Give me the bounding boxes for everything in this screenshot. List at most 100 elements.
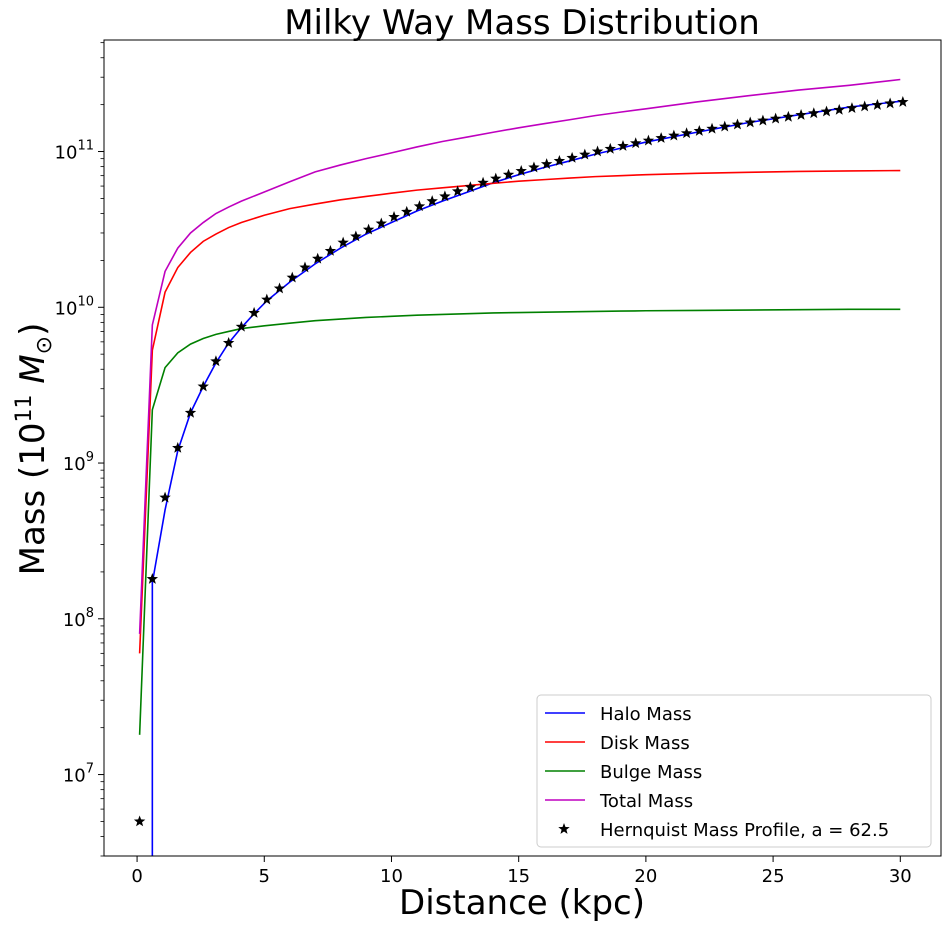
y-axis-ticks: 107 108 109 1010 1011 bbox=[55, 42, 104, 857]
hernquist-mass-profile-a-62-5-point bbox=[553, 154, 566, 166]
hernquist-mass-profile-a-62-5-point bbox=[579, 148, 591, 160]
legend-swatch-hernquist-mass-profile-a-62-5 bbox=[558, 823, 570, 834]
x-tick-label: 5 bbox=[259, 866, 270, 887]
hernquist-mass-profile-a-62-5-point bbox=[757, 114, 769, 126]
disk-mass-line bbox=[138, 169, 901, 654]
x-tick-label: 20 bbox=[634, 866, 657, 887]
hernquist-mass-profile-a-62-5-point bbox=[642, 134, 655, 146]
hernquist-mass-profile-a-62-5-point bbox=[184, 406, 197, 418]
chart-title: Milky Way Mass Distribution bbox=[284, 3, 760, 43]
hernquist-mass-profile-a-62-5-point bbox=[299, 261, 311, 273]
hernquist-mass-profile-a-62-5-point bbox=[337, 236, 349, 248]
hernquist-mass-profile-a-62-5-point bbox=[769, 112, 782, 124]
hernquist-mass-profile-a-62-5-point bbox=[846, 102, 858, 113]
y-tick-label: 1011 bbox=[55, 139, 94, 164]
hernquist-mass-profile-a-62-5-point bbox=[706, 122, 718, 134]
hernquist-mass-profile-a-62-5-point bbox=[540, 158, 553, 169]
hernquist-mass-profile-a-62-5-point bbox=[362, 223, 375, 235]
hernquist-mass-profile-a-62-5-point bbox=[655, 132, 667, 143]
y-axis-label: Mass (1011 M⊙) bbox=[12, 323, 57, 576]
plot-frame bbox=[103, 39, 942, 857]
hernquist-mass-profile-a-62-5-point bbox=[528, 161, 540, 173]
y-axis-label-space bbox=[13, 384, 53, 395]
hernquist-mass-profile-a-62-5-point bbox=[464, 181, 477, 193]
hernquist-mass-profile-a-62-5-point bbox=[897, 95, 909, 107]
legend-label-halo-mass: Halo Mass bbox=[600, 704, 692, 725]
y-axis-label-subscript: ⊙ bbox=[32, 336, 57, 354]
hernquist-mass-profile-a-62-5-point bbox=[133, 815, 146, 827]
hernquist-mass-profile-a-62-5-point bbox=[401, 205, 413, 217]
x-tick-label: 15 bbox=[507, 866, 530, 887]
hernquist-mass-profile-a-62-5-point bbox=[426, 195, 438, 207]
hernquist-mass-profile-a-62-5-point bbox=[375, 217, 388, 229]
x-tick-label: 30 bbox=[889, 866, 912, 887]
hernquist-mass-profile-a-62-5-point bbox=[146, 573, 159, 584]
hernquist-mass-profile-a-62-5-point bbox=[871, 98, 884, 110]
hernquist-mass-profile-a-62-5-point bbox=[490, 172, 502, 184]
legend-label-total-mass: Total Mass bbox=[599, 791, 693, 812]
svg-text:Mass (1011 M⊙): Mass (1011 M⊙) bbox=[12, 323, 57, 576]
hernquist-mass-profile-a-62-5-point bbox=[833, 103, 845, 115]
hernquist-mass-profile-a-62-5-point bbox=[680, 127, 693, 139]
plot-markers-layer bbox=[133, 95, 909, 827]
y-axis-label-exponent: 11 bbox=[12, 394, 37, 422]
hernquist-mass-profile-a-62-5-point bbox=[197, 380, 209, 392]
hernquist-mass-profile-a-62-5-point bbox=[439, 190, 451, 202]
y-axis-label-unit: M bbox=[13, 354, 53, 383]
hernquist-mass-profile-a-62-5-point bbox=[795, 109, 807, 120]
chart-legend: Halo Mass Disk Mass Bulge Mass Total Mass He… bbox=[536, 694, 932, 848]
hernquist-mass-profile-a-62-5-point bbox=[286, 271, 298, 283]
hernquist-mass-profile-a-62-5-point bbox=[235, 320, 248, 332]
hernquist-mass-profile-a-62-5-point bbox=[413, 200, 426, 212]
y-axis-label-prefix: Mass (10 bbox=[13, 422, 53, 575]
hernquist-mass-profile-a-62-5-point bbox=[210, 355, 222, 367]
hernquist-mass-profile-a-62-5-point bbox=[617, 140, 629, 151]
y-tick-label: 109 bbox=[63, 450, 94, 475]
hernquist-mass-profile-a-62-5-point bbox=[388, 210, 400, 222]
hernquist-mass-profile-a-62-5-point bbox=[858, 100, 871, 112]
x-tick-label: 10 bbox=[380, 866, 403, 887]
legend-label-bulge-mass: Bulge Mass bbox=[600, 762, 702, 783]
x-axis-ticks: 0 5 10 15 20 25 30 bbox=[131, 856, 912, 887]
y-axis-label-suffix: ) bbox=[13, 323, 53, 336]
hernquist-mass-profile-a-62-5-point bbox=[477, 176, 489, 188]
hernquist-mass-profile-a-62-5-point bbox=[159, 491, 171, 503]
hernquist-mass-profile-a-62-5-point bbox=[515, 164, 527, 176]
hernquist-mass-profile-a-62-5-point bbox=[731, 118, 744, 130]
hernquist-mass-profile-a-62-5-point bbox=[248, 306, 260, 318]
x-axis-label: Distance (kpc) bbox=[399, 883, 645, 923]
hernquist-mass-profile-a-62-5-point bbox=[604, 142, 616, 154]
hernquist-mass-profile-a-62-5-point bbox=[719, 120, 731, 132]
total-mass-line bbox=[138, 78, 901, 634]
y-tick-label: 107 bbox=[63, 762, 94, 787]
hernquist-mass-profile-a-62-5-point bbox=[808, 107, 820, 119]
hernquist-mass-profile-a-62-5-point bbox=[744, 116, 756, 128]
hernquist-mass-profile-a-62-5-point bbox=[566, 151, 578, 163]
hernquist-mass-profile-a-62-5-point bbox=[502, 168, 515, 180]
hernquist-mass-profile-a-62-5-point bbox=[591, 145, 604, 157]
x-tick-label: 25 bbox=[762, 866, 785, 887]
hernquist-mass-profile-a-62-5-point bbox=[630, 137, 642, 149]
y-tick-label: 1010 bbox=[55, 294, 94, 319]
hernquist-mass-profile-a-62-5-point bbox=[312, 252, 324, 264]
hernquist-mass-profile-a-62-5-point bbox=[782, 110, 795, 122]
hernquist-mass-profile-a-62-5-point bbox=[350, 230, 362, 242]
hernquist-mass-profile-a-62-5-point bbox=[222, 336, 235, 348]
x-tick-label: 0 bbox=[131, 866, 142, 887]
hernquist-mass-profile-a-62-5-point bbox=[820, 105, 833, 117]
hernquist-mass-profile-a-62-5-point bbox=[172, 441, 184, 453]
bulge-mass-line bbox=[138, 308, 901, 735]
legend-label-disk-mass: Disk Mass bbox=[600, 733, 690, 754]
hernquist-mass-profile-a-62-5-point bbox=[693, 124, 706, 136]
hernquist-mass-profile-a-62-5-point bbox=[273, 282, 286, 294]
hernquist-mass-profile-a-62-5-point bbox=[451, 185, 464, 197]
hernquist-mass-profile-a-62-5-point bbox=[324, 244, 337, 256]
y-tick-label: 108 bbox=[63, 606, 94, 631]
legend-box bbox=[536, 694, 932, 848]
legend-label-hernquist-mass-profile-a-62-5: Hernquist Mass Profile, a = 62.5 bbox=[600, 820, 889, 841]
hernquist-mass-profile-a-62-5-point bbox=[884, 97, 896, 109]
hernquist-mass-profile-a-62-5-point bbox=[668, 129, 680, 141]
hernquist-mass-profile-a-62-5-point bbox=[261, 293, 273, 305]
